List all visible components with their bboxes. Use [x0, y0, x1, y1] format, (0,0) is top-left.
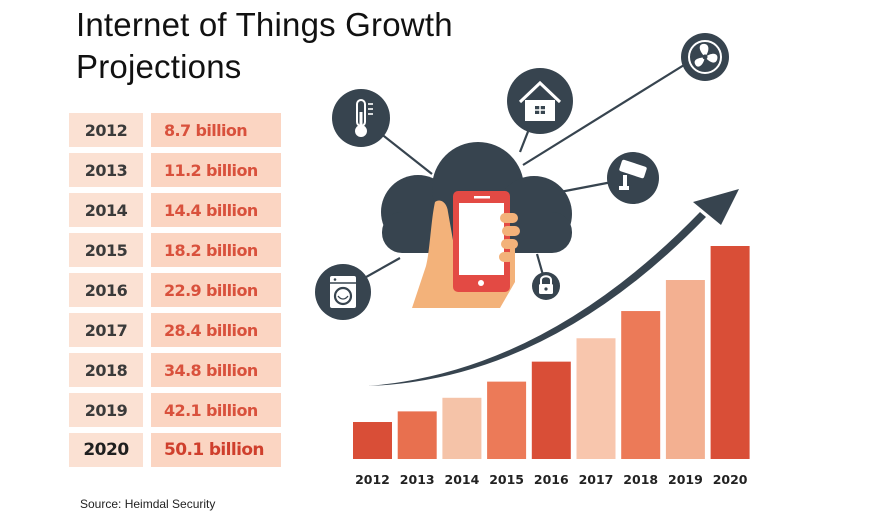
- table-value-cell: 14.4 billion: [151, 193, 281, 227]
- x-tick-label: 2020: [713, 472, 748, 487]
- x-tick-label: 2013: [400, 472, 435, 487]
- table-year-cell: 2019: [69, 393, 143, 427]
- table-year-cell: 2018: [69, 353, 143, 387]
- padlock-icon: [532, 272, 560, 300]
- table-row: 2014 14.4 billion: [69, 193, 281, 227]
- table-row: 2019 42.1 billion: [69, 393, 281, 427]
- table-year-cell: 2012: [69, 113, 143, 147]
- x-axis-labels: 2012 2013 2014 2015 2016 2017 2018 2019 2020: [355, 472, 748, 487]
- x-tick-label: 2019: [668, 472, 703, 487]
- table-value-cell: 11.2 billion: [151, 153, 281, 187]
- x-tick-label: 2015: [489, 472, 524, 487]
- table-row: 2012 8.7 billion: [69, 113, 281, 147]
- table-value-cell: 22.9 billion: [151, 273, 281, 307]
- x-tick-label: 2018: [623, 472, 658, 487]
- bar-2018: [621, 311, 661, 459]
- thermometer-icon: [332, 89, 390, 147]
- washing-machine-icon: [315, 264, 371, 320]
- bar-2017: [576, 338, 616, 459]
- table-value-cell: 28.4 billion: [151, 313, 281, 347]
- bar-2013: [397, 411, 437, 459]
- page-title: Internet of Things Growth Projections: [76, 6, 453, 85]
- house-icon: [507, 68, 573, 134]
- fan-icon: [681, 33, 729, 81]
- table-value-cell: 8.7 billion: [151, 113, 281, 147]
- security-camera-icon: [607, 152, 659, 204]
- table-row: 2020 50.1 billion: [69, 433, 281, 467]
- table-row: 2015 18.2 billion: [69, 233, 281, 267]
- x-tick-label: 2016: [534, 472, 569, 487]
- table-year-cell: 2013: [69, 153, 143, 187]
- bar-2014: [442, 397, 482, 459]
- table-value-cell: 34.8 billion: [151, 353, 281, 387]
- table-year-cell: 2017: [69, 313, 143, 347]
- source-note: Source: Heimdal Security: [80, 497, 216, 511]
- table-row: 2013 11.2 billion: [69, 153, 281, 187]
- table-year-cell: 2016: [69, 273, 143, 307]
- bar-2016: [531, 361, 571, 459]
- table-year-cell: 2020: [69, 433, 143, 467]
- table-year-cell: 2015: [69, 233, 143, 267]
- table-row: 2018 34.8 billion: [69, 353, 281, 387]
- hand-holding-phone: [412, 191, 520, 308]
- trend-arrow: [368, 189, 739, 386]
- projection-table: 2012 8.7 billion 2013 11.2 billion 2014 14.4 …: [69, 113, 281, 473]
- bar-2012: [353, 422, 392, 459]
- x-tick-label: 2014: [445, 472, 480, 487]
- bar-2020: [710, 246, 750, 459]
- table-value-cell: 18.2 billion: [151, 233, 281, 267]
- bar-chart: [353, 246, 750, 459]
- table-value-cell: 42.1 billion: [151, 393, 281, 427]
- bar-2015: [487, 381, 527, 459]
- table-value-cell: 50.1 billion: [151, 433, 281, 467]
- table-year-cell: 2014: [69, 193, 143, 227]
- x-tick-label: 2017: [579, 472, 614, 487]
- x-tick-label: 2012: [355, 472, 390, 487]
- bar-2019: [665, 280, 705, 459]
- table-row: 2017 28.4 billion: [69, 313, 281, 347]
- table-row: 2016 22.9 billion: [69, 273, 281, 307]
